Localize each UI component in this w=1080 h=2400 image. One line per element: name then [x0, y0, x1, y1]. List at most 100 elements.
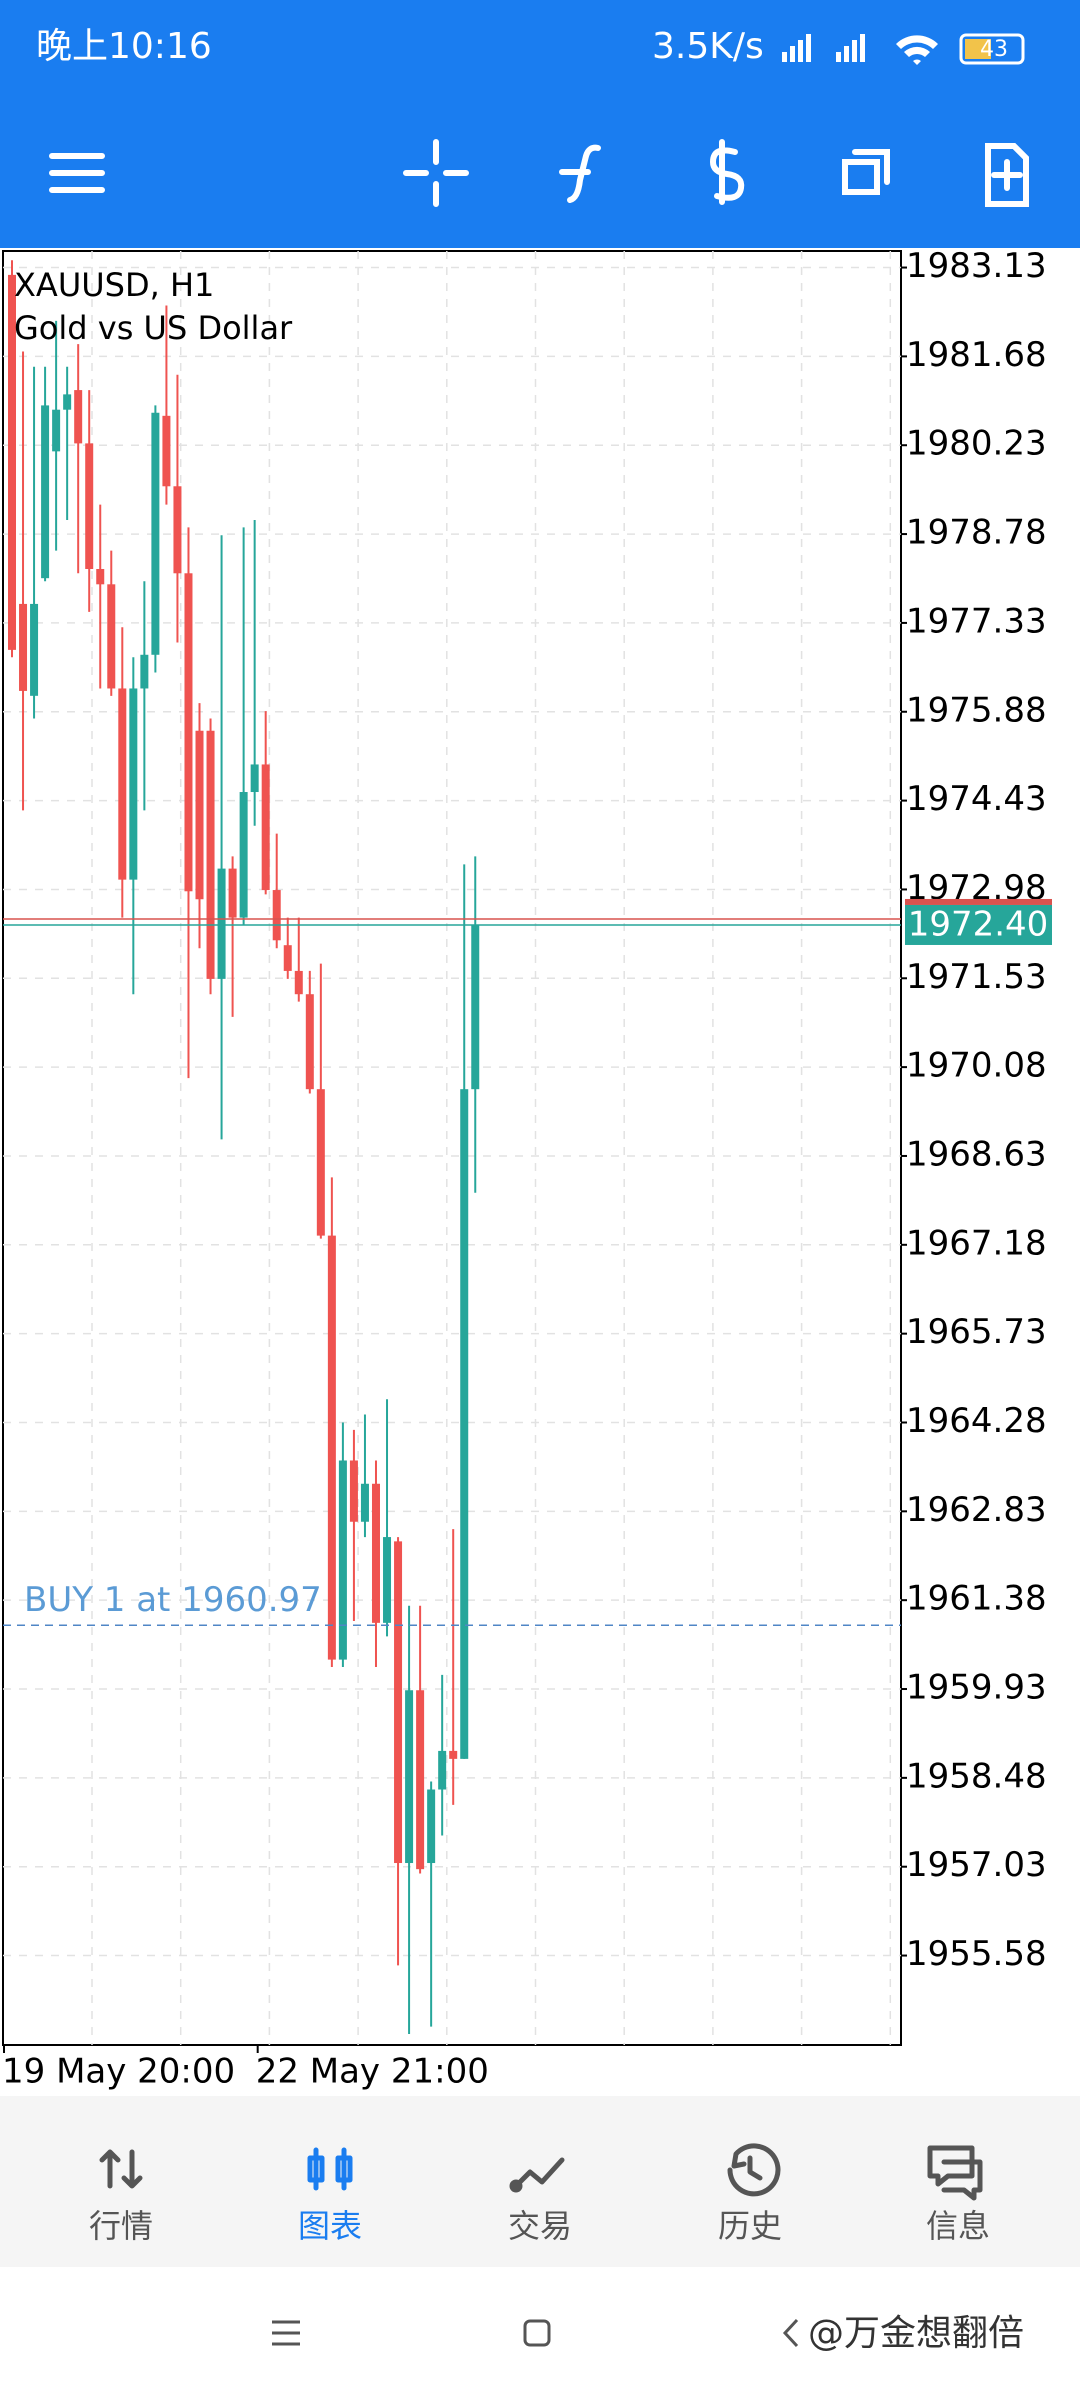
candle-body	[394, 1541, 403, 1864]
y-tick-label: 1958.48	[906, 1756, 1047, 1796]
candle-body	[195, 730, 204, 900]
y-tick-label: 1955.58	[906, 1934, 1047, 1974]
candle-body	[173, 486, 182, 574]
signal-icons	[782, 34, 938, 65]
system-buttons[interactable]	[272, 2318, 799, 2348]
candle-body	[438, 1750, 447, 1790]
trade-icon[interactable]	[709, 139, 745, 205]
nav-items: 行情 图表 交易 历史 信息	[89, 2143, 990, 2245]
nav-icon	[927, 2145, 983, 2201]
y-tick-label: 1981.68	[906, 335, 1047, 375]
candle-body	[338, 1460, 347, 1660]
nav-label: 信息	[926, 2207, 990, 2245]
candle-body	[471, 924, 480, 1090]
nav-label: 图表	[298, 2207, 362, 2245]
candle-body	[383, 1537, 392, 1623]
candle-body	[272, 890, 281, 941]
battery	[959, 33, 1025, 65]
candle-body	[294, 970, 303, 995]
candle-body	[118, 688, 127, 880]
y-tick-label: 1983.13	[906, 246, 1047, 286]
back-button[interactable]	[782, 2318, 799, 2348]
candle-body	[162, 415, 171, 487]
x-tick-label: 19 May 20:00	[2, 2052, 235, 2092]
nav-item[interactable]: 图表	[298, 2147, 362, 2245]
candle-body	[8, 274, 16, 650]
price-label: 1972.40	[908, 904, 1049, 944]
grid	[3, 251, 901, 2045]
battery-text: 43	[980, 37, 1008, 62]
windows-icon[interactable]	[842, 149, 890, 195]
chart-subtitle: Gold vs US Dollar	[14, 309, 293, 347]
chart-title: XAUUSD, H1	[14, 266, 214, 304]
candle-body	[140, 654, 149, 689]
y-tick-label: 1957.03	[906, 1845, 1047, 1885]
nav-label: 行情	[89, 2207, 153, 2245]
nav-label: 交易	[508, 2207, 572, 2245]
candle-body	[305, 994, 314, 1090]
system-nav	[0, 2267, 1080, 2400]
battery-level	[965, 39, 991, 59]
net-speed: 3.5K/s	[652, 26, 764, 67]
new-order-icon[interactable]	[985, 143, 1029, 207]
order-label: BUY 1 at 1960.97	[24, 1580, 322, 1620]
y-tick-label: 1977.33	[906, 601, 1047, 641]
nav-icon	[307, 2147, 353, 2191]
candle-body	[460, 1089, 469, 1759]
menu-icon[interactable]	[49, 153, 105, 193]
candle-body	[52, 409, 61, 452]
candle-body	[96, 568, 105, 585]
candle-body	[316, 1089, 325, 1236]
candle-body	[261, 764, 270, 891]
y-tick-label: 1975.88	[906, 690, 1047, 730]
nav-item[interactable]: 行情	[89, 2149, 153, 2245]
candle-body	[206, 730, 215, 979]
nav-item[interactable]: 交易	[508, 2157, 572, 2245]
candle-body	[85, 443, 94, 569]
y-tick-label: 1964.28	[906, 1401, 1047, 1441]
nav-label: 历史	[718, 2207, 782, 2245]
candle-body	[283, 945, 292, 971]
candle-body	[449, 1750, 458, 1759]
watermark: @万金想翻倍	[808, 2313, 1024, 2354]
candle-body	[74, 390, 83, 444]
y-tick-label: 1980.23	[906, 424, 1047, 464]
home-button[interactable]	[523, 2319, 551, 2347]
candle-body	[30, 603, 39, 696]
y-tick-label: 1968.63	[906, 1134, 1047, 1174]
candle-body	[19, 603, 28, 691]
price-box	[905, 904, 1052, 945]
y-tick-label: 1970.08	[906, 1046, 1047, 1086]
candle-body	[228, 868, 237, 918]
candle-body	[360, 1483, 369, 1522]
candle-body	[349, 1460, 358, 1522]
nav-icon	[727, 2143, 781, 2197]
status-time: 晚上10:16	[36, 26, 212, 67]
y-tick-label: 1965.73	[906, 1312, 1047, 1352]
candle-body	[427, 1789, 436, 1864]
y-tick-label: 1971.53	[906, 957, 1047, 997]
toolbar-icons[interactable]	[49, 139, 1029, 207]
crosshair-icon[interactable]	[403, 139, 469, 207]
candle-body	[371, 1483, 380, 1623]
y-tick-label: 1962.83	[906, 1490, 1047, 1530]
candle-body	[239, 792, 248, 918]
candle-body	[405, 1690, 414, 1864]
candle-body	[129, 688, 138, 880]
nav-item[interactable]: 历史	[718, 2143, 782, 2245]
candle-body	[63, 394, 72, 410]
y-tick-label: 1978.78	[906, 513, 1047, 553]
candle-body	[41, 405, 50, 579]
candle-body	[217, 868, 226, 979]
y-tick-label: 1961.38	[906, 1579, 1047, 1619]
ask-tab	[905, 898, 1052, 905]
plot	[3, 260, 901, 2034]
candle-body	[107, 584, 116, 689]
candle-body	[184, 573, 193, 892]
recent-button[interactable]	[272, 2320, 300, 2346]
indicator-icon[interactable]	[559, 144, 601, 203]
nav-item[interactable]: 信息	[926, 2145, 990, 2245]
y-tick-label: 1967.18	[906, 1223, 1047, 1263]
y-tick-label: 1959.93	[906, 1668, 1047, 1708]
